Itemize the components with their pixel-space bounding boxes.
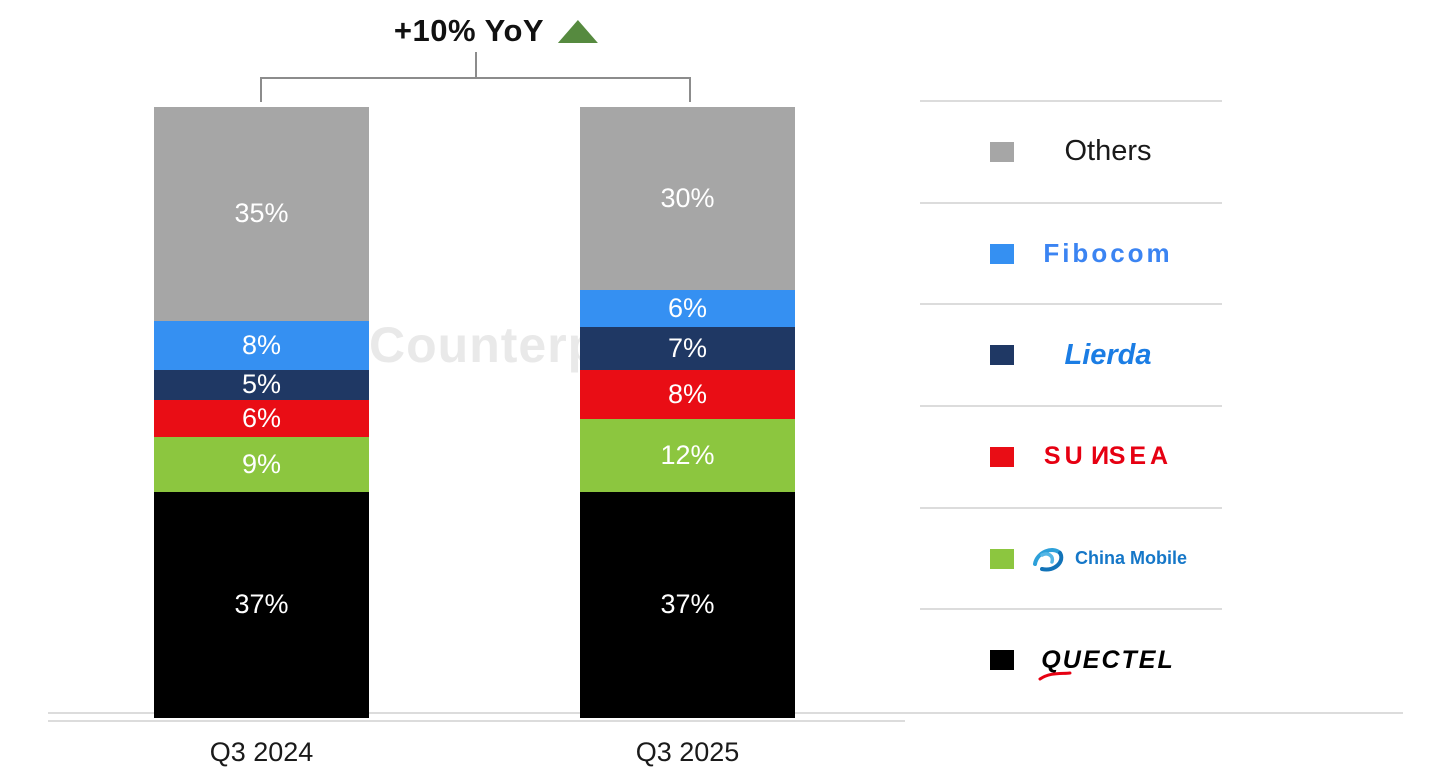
bracket-right-line: [689, 77, 691, 102]
x-axis-label-q3-2024: Q3 2024: [209, 737, 314, 767]
legend-swatch-quectel: [990, 650, 1014, 671]
legend-item-lierda: Lierda: [920, 303, 1222, 405]
sunsea-logo: SUNSEA: [1043, 442, 1173, 471]
bar-segment-lierda: 5%: [154, 369, 369, 401]
fibocom-logo: Fibocom: [1043, 238, 1173, 268]
others-label: Others: [1064, 135, 1152, 168]
lierda-logo: Lierda: [1064, 338, 1152, 371]
legend-swatch-china-mobile: [990, 548, 1014, 569]
bracket-left-line: [260, 77, 262, 102]
bar-segment-value-label: 30%: [660, 183, 715, 214]
bar-segment-value-label: 6%: [241, 403, 282, 434]
bar-segment-value-label: 9%: [241, 448, 282, 479]
up-triangle-icon: [558, 19, 599, 43]
quectel-red-swoosh-icon: [1038, 671, 1072, 681]
baseline-short: [48, 720, 905, 722]
legend-item-fibocom: Fibocom: [920, 201, 1222, 304]
legend-swatch-others: [990, 141, 1014, 162]
bar-segment-value-label: 37%: [660, 589, 715, 620]
china-mobile-label: China Mobile: [1075, 548, 1187, 569]
bar-segment-fibocom: 6%: [580, 290, 795, 327]
bar-segment-value-label: 5%: [241, 369, 282, 400]
legend-item-others: Others: [920, 100, 1222, 202]
legend-label-wrap: SUNSEA: [1014, 442, 1222, 471]
legend-item-sunsea: SUNSEA: [920, 405, 1222, 507]
bar-segment-others: 35%: [154, 107, 369, 321]
bar-segment-value-label: 7%: [667, 332, 708, 363]
legend-label-wrap: QUECTEL: [1014, 645, 1222, 681]
yoy-growth-label: +10% YoY: [393, 13, 545, 48]
bar-q3-2025: 30% 6% 7% 8% 12% 37%: [580, 107, 795, 718]
bar-segment-china-mobile: 12%: [580, 418, 795, 492]
china-mobile-logo-icon: [1033, 547, 1064, 572]
quectel-label-text: QUECTEL: [1041, 645, 1175, 674]
bar-segment-value-label: 35%: [234, 198, 289, 229]
bracket-center-line: [475, 52, 477, 78]
bar-segment-quectel: 37%: [580, 491, 795, 718]
legend-item-china-mobile: China Mobile: [920, 506, 1222, 609]
chart-title: +10% YoY: [393, 13, 599, 49]
bar-segment-value-label: 8%: [667, 378, 708, 409]
bar-segment-value-label: 8%: [241, 329, 282, 360]
bar-segment-others: 30%: [580, 107, 795, 291]
bar-segment-value-label: 6%: [667, 293, 708, 324]
legend-label-wrap: Lierda: [1014, 339, 1222, 372]
bar-segment-fibocom: 8%: [154, 320, 369, 370]
legend-swatch-lierda: [990, 345, 1014, 366]
quectel-logo: QUECTEL: [1038, 645, 1175, 681]
legend-label-wrap: Fibocom: [1014, 238, 1222, 269]
bar-segment-value-label: 37%: [234, 589, 289, 620]
legend-label-wrap: Others: [1014, 135, 1222, 168]
watermark: Counterp: [369, 317, 600, 373]
legend-swatch-fibocom: [990, 243, 1014, 264]
bar-q3-2024: 35% 8% 5% 6% 9% 37%: [154, 107, 369, 718]
bar-segment-quectel: 37%: [154, 491, 369, 718]
bar-segment-sunsea: 8%: [580, 369, 795, 419]
legend-item-quectel: QUECTEL: [920, 608, 1222, 710]
legend-label-wrap: China Mobile: [1014, 540, 1222, 578]
bar-segment-china-mobile: 9%: [154, 436, 369, 492]
legend: Others Fibocom Lierda SUNSEA: [920, 100, 1222, 710]
bracket-horizontal-line: [260, 77, 691, 79]
bar-segment-value-label: 12%: [660, 439, 715, 470]
x-axis-label-q3-2025: Q3 2025: [635, 737, 740, 767]
bar-segment-lierda: 7%: [580, 326, 795, 370]
bar-segment-sunsea: 6%: [154, 400, 369, 437]
legend-swatch-sunsea: [990, 446, 1014, 467]
